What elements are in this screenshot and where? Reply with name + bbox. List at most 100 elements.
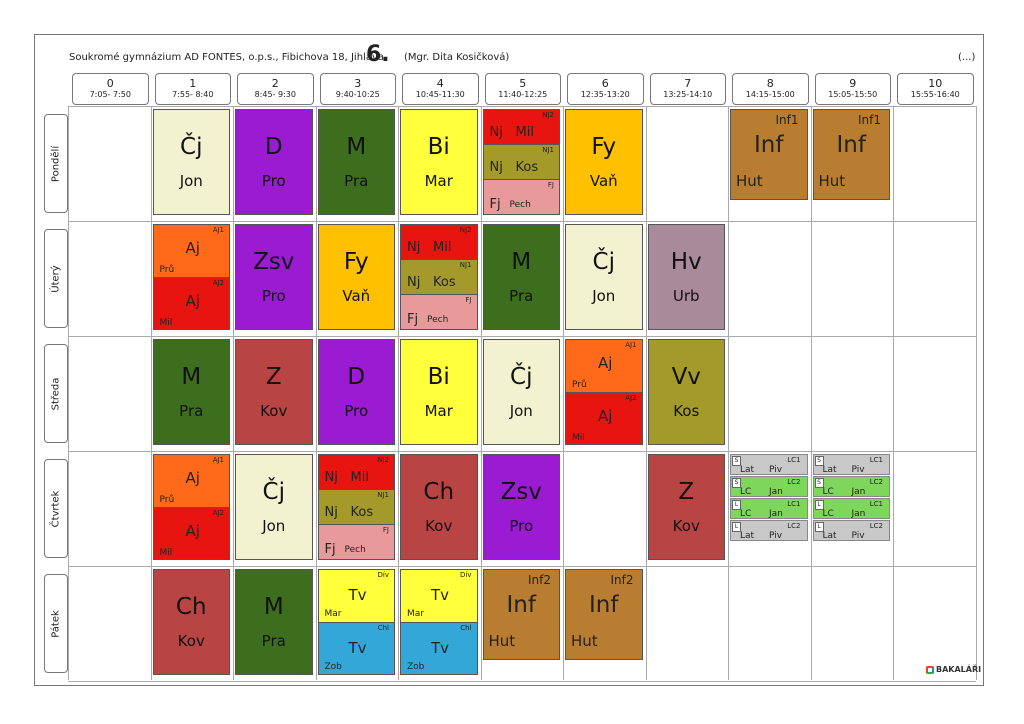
lesson-cell[interactable]: Bi Mar (400, 109, 478, 215)
grid-line (315, 106, 317, 680)
split-lesson[interactable]: NJ2 Nj Mil (318, 455, 394, 490)
more-menu[interactable]: (...) (958, 52, 976, 63)
lesson-cell[interactable]: D Pro (317, 339, 395, 445)
grid-line (68, 106, 976, 107)
split-lesson[interactable]: NJ1 Nj Kos (483, 145, 559, 180)
lesson-cell[interactable]: NJ2 Nj Mil NJ1 Nj Kos FJ Fj Pech (317, 454, 395, 560)
lesson-cell[interactable]: AJ1 Aj Prů AJ2 Aj Mil (152, 454, 230, 560)
lesson-subject: Tv (431, 639, 450, 657)
group-label: LC2 (869, 522, 883, 530)
split-lesson[interactable]: AJ2 Aj Mil (566, 393, 642, 444)
room-box: S (814, 456, 824, 466)
room-box: L (814, 522, 824, 532)
grid-line (68, 566, 976, 567)
split-lesson[interactable]: AJ1 Aj Prů (153, 455, 229, 508)
lesson-subject: Lat (822, 465, 837, 475)
lesson-cell[interactable]: Čj Jon (482, 339, 560, 445)
split-lesson[interactable]: NJ2 Nj Mil (401, 225, 477, 260)
split-lesson[interactable]: L LC2 Lat Piv (812, 520, 890, 541)
day-name: Čtvrtek (50, 490, 62, 527)
lesson-cell[interactable]: Ch Kov (400, 454, 478, 560)
lesson-cell[interactable]: Inf1 Inf Hut (730, 109, 808, 200)
grid-line (563, 106, 564, 680)
split-lesson[interactable]: FJ Fj Pech (401, 295, 477, 329)
lesson-subject: Vv (671, 364, 701, 390)
lesson-cell[interactable]: Zsv Pro (235, 224, 313, 330)
grid-line (68, 681, 976, 682)
split-lesson[interactable]: FJ Fj Pech (483, 180, 559, 214)
lesson-subject: Inf (836, 132, 866, 158)
split-lesson[interactable]: Chl Tv Zob (401, 623, 477, 674)
lesson-cell[interactable]: Bi Mar (400, 339, 478, 445)
grid-line (68, 336, 976, 337)
lesson-cell[interactable]: M Pra (482, 224, 560, 330)
lesson-cell[interactable]: Čj Jon (152, 109, 230, 215)
split-lesson[interactable]: L LC2 Lat Piv (730, 520, 808, 541)
period-header: 3 9:40-10:25 (319, 73, 396, 105)
lesson-subject: Nj (489, 160, 503, 175)
day-name: Pondělí (50, 145, 62, 182)
lesson-subject: LC (740, 509, 752, 519)
lesson-cell[interactable]: NJ2 Nj Mil NJ1 Nj Kos FJ Fj Pech (400, 224, 478, 330)
lesson-cell[interactable]: Fy Vaň (317, 224, 395, 330)
split-lesson[interactable]: FJ Fj Pech (318, 525, 394, 559)
period-header: 6 12:35-13:20 (567, 73, 644, 105)
lesson-cell[interactable]: Z Kov (235, 339, 313, 445)
lesson-cell[interactable]: Vv Kos (647, 339, 725, 445)
lesson-cell[interactable]: D Pro (235, 109, 313, 215)
period-time: 15:55-16:40 (910, 90, 960, 99)
split-lesson[interactable]: S LC2 LC Jan (730, 476, 808, 497)
lesson-teacher: Pra (261, 632, 286, 650)
lesson-teacher: Prů (572, 380, 587, 390)
split-lesson[interactable]: AJ2 Aj Mil (153, 278, 229, 329)
lesson-cell[interactable]: Hv Urb (647, 224, 725, 330)
period-time: 13:25-14:10 (663, 90, 713, 99)
lesson-cell[interactable]: Dív Tv Mar Chl Tv Zob (400, 569, 478, 675)
split-lesson[interactable]: S LC2 LC Jan (812, 476, 890, 497)
lesson-cell[interactable]: Dív Tv Mar Chl Tv Zob (317, 569, 395, 675)
lesson-cell[interactable]: S LC1 Lat Piv S LC2 LC Jan L LC1 LC Jan L LC2 Lat Piv (812, 454, 890, 542)
split-lesson[interactable]: L LC1 LC Jan (730, 498, 808, 519)
lesson-subject: Hv (670, 249, 702, 275)
lesson-cell[interactable]: Fy Vaň (565, 109, 643, 215)
split-lesson[interactable]: Dív Tv Mar (401, 570, 477, 623)
day-name: Středa (50, 377, 62, 410)
lesson-cell[interactable]: AJ1 Aj Prů AJ2 Aj Mil (565, 339, 643, 445)
split-lesson[interactable]: AJ1 Aj Prů (153, 225, 229, 278)
lesson-cell[interactable]: S LC1 Lat Piv S LC2 LC Jan L LC1 LC Jan L LC2 Lat Piv (730, 454, 808, 542)
lesson-teacher: Kov (177, 632, 205, 650)
lesson-cell[interactable]: Z Kov (647, 454, 725, 560)
lesson-cell[interactable]: Čj Jon (565, 224, 643, 330)
split-lesson[interactable]: L LC1 LC Jan (812, 498, 890, 519)
grid-line (975, 106, 977, 680)
split-lesson[interactable]: Chl Tv Zob (318, 623, 394, 674)
lesson-cell[interactable]: AJ1 Aj Prů AJ2 Aj Mil (152, 224, 230, 330)
grid-line (893, 106, 894, 680)
lesson-cell[interactable]: Čj Jon (235, 454, 313, 560)
split-lesson[interactable]: S LC1 Lat Piv (730, 454, 808, 475)
split-lesson[interactable]: AJ2 Aj Mil (153, 508, 229, 559)
lesson-teacher: Pech (344, 545, 366, 555)
lesson-cell[interactable]: M Pra (235, 569, 313, 675)
lesson-teacher: Zob (407, 662, 425, 672)
split-lesson[interactable]: AJ1 Aj Prů (566, 340, 642, 393)
split-lesson[interactable]: NJ1 Nj Kos (401, 260, 477, 295)
split-lesson[interactable]: NJ1 Nj Kos (318, 490, 394, 525)
group-label: FJ (382, 526, 389, 534)
lesson-cell[interactable]: Ch Kov (152, 569, 230, 675)
split-lesson[interactable]: S LC1 Lat Piv (812, 454, 890, 475)
lesson-teacher: Mar (424, 402, 453, 420)
lesson-teacher: Pro (261, 287, 286, 305)
lesson-teacher: Mil (159, 548, 173, 558)
room-box: L (732, 500, 741, 510)
lesson-cell[interactable]: M Pra (152, 339, 230, 445)
lesson-cell[interactable]: Inf2 Inf Hut (565, 569, 643, 660)
lesson-cell[interactable]: Inf2 Inf Hut (482, 569, 560, 660)
lesson-cell[interactable]: Inf1 Inf Hut (812, 109, 890, 200)
split-lesson[interactable]: NJ2 Nj Mil (483, 110, 559, 145)
split-lesson[interactable]: Dív Tv Mar (318, 570, 394, 623)
lesson-cell[interactable]: NJ2 Nj Mil NJ1 Nj Kos FJ Fj Pech (482, 109, 560, 215)
group-label: LC2 (787, 478, 801, 486)
lesson-cell[interactable]: Zsv Pro (482, 454, 560, 560)
lesson-cell[interactable]: M Pra (317, 109, 395, 215)
